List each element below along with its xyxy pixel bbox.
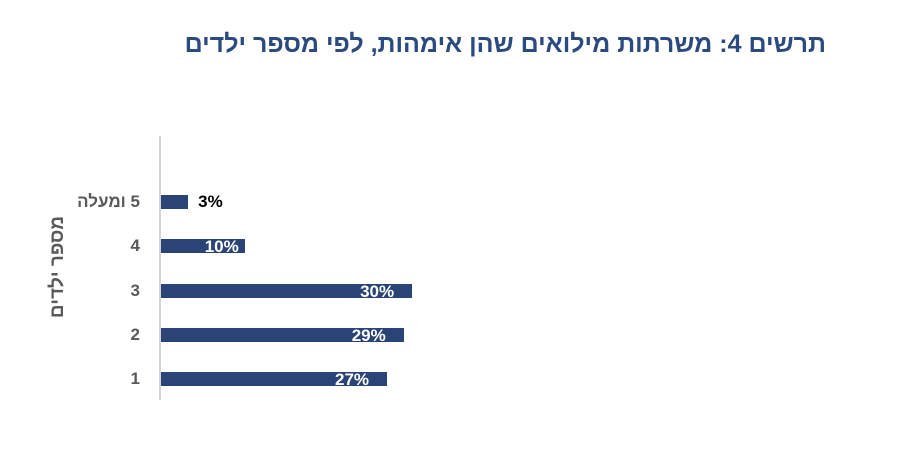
category-label: 3 <box>130 281 140 300</box>
y-axis-label-container: מספר ילדים <box>44 212 72 322</box>
y-axis-label: מספר ילדים <box>47 215 68 319</box>
category-axis-line <box>159 136 161 400</box>
data-label: 30% <box>360 282 395 301</box>
bar <box>161 328 404 342</box>
chart-title: תרשים 4: משרתות מילואים שהן אימהות, לפי … <box>184 30 826 58</box>
category-label: 2 <box>130 325 140 344</box>
bar <box>161 239 245 253</box>
bar <box>161 195 189 209</box>
bar <box>161 284 413 298</box>
data-label: 10% <box>204 237 239 256</box>
category-label: 5 ומעלה <box>77 192 140 211</box>
category-label: 1 <box>130 369 140 388</box>
bar <box>161 372 387 386</box>
category-label: 4 <box>130 236 140 255</box>
data-label: 27% <box>334 370 370 389</box>
data-label: 29% <box>351 326 386 345</box>
data-label: 3% <box>198 192 223 211</box>
